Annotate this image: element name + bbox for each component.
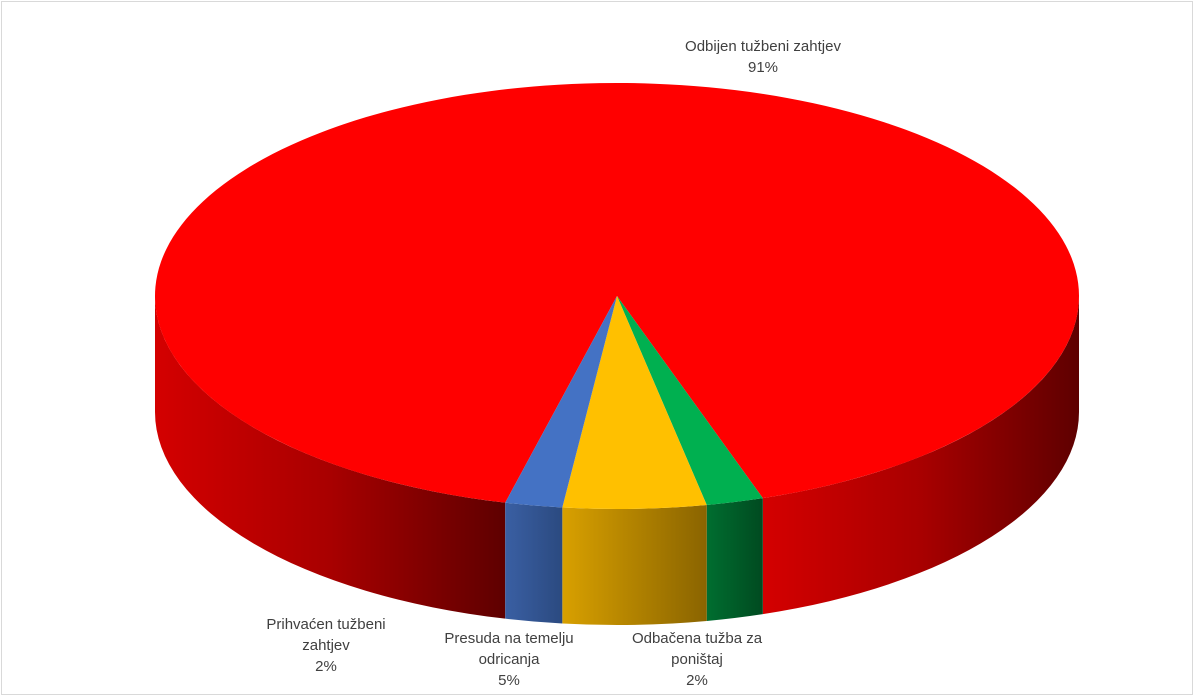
pie-slice-odbacena bbox=[617, 296, 763, 505]
pie-slice-presuda bbox=[562, 296, 707, 509]
data-label-odbijen: Odbijen tužbeni zahtjev 91% bbox=[685, 38, 841, 76]
pie-side-odbacena bbox=[706, 498, 763, 621]
data-label-odbacena: Odbačena tužba za poništaj 2% bbox=[632, 630, 763, 689]
pie-slice-prihvacen bbox=[505, 296, 617, 508]
pie-side-odbijen bbox=[155, 296, 506, 619]
data-labels: Odbijen tužbeni zahtjev 91% Prihvaćen tužb… bbox=[266, 38, 841, 689]
pie-top-layer bbox=[154, 83, 1079, 509]
pie-side-presuda bbox=[562, 504, 707, 625]
pie-side-layer bbox=[155, 296, 1079, 625]
data-label-prihvacen: Prihvaćen tužbeni zahtjev 2% bbox=[266, 616, 385, 675]
data-label-presuda: Presuda na temelju odricanja 5% bbox=[444, 630, 573, 689]
pie-side-odbijen bbox=[762, 296, 1079, 615]
pie-side-prihvacen bbox=[505, 502, 563, 624]
pie-slice-odbijen bbox=[154, 83, 1079, 503]
